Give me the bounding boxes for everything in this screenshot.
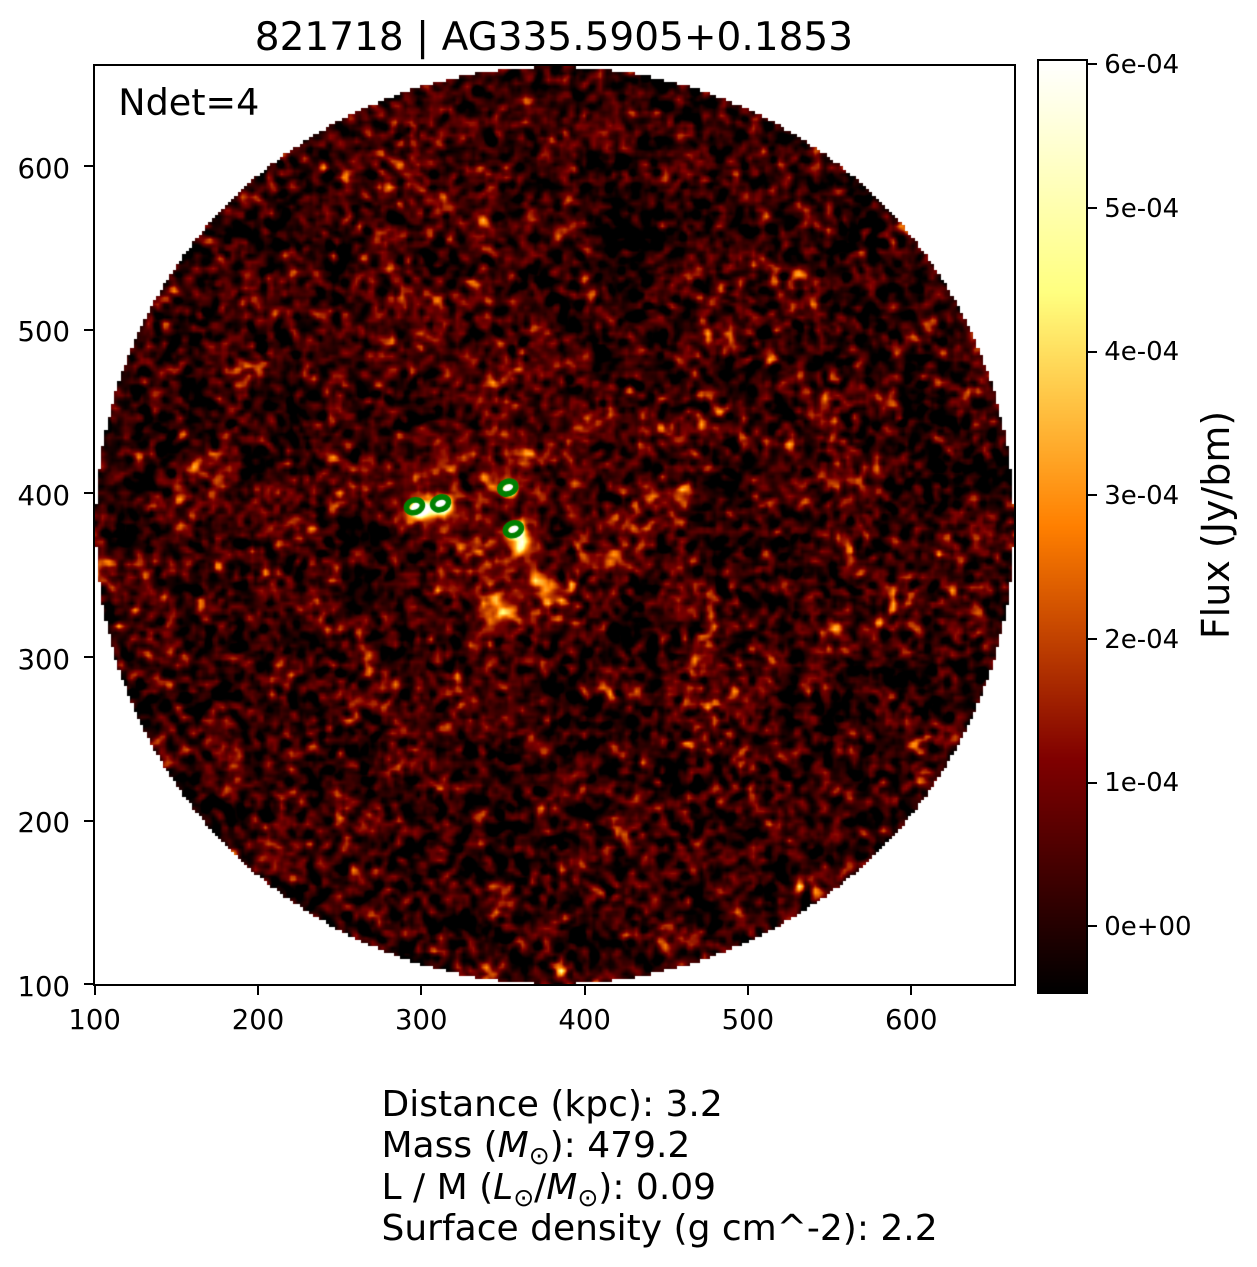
y-tick bbox=[83, 819, 93, 822]
colorbar-tick-label: 5e-04 bbox=[1104, 193, 1180, 224]
colorbar-tick-label: 4e-04 bbox=[1104, 337, 1180, 368]
x-tick bbox=[746, 986, 749, 996]
info-segment: ⊙ bbox=[528, 1141, 550, 1171]
info-segment: ⊙ bbox=[577, 1182, 599, 1212]
info-segment: / bbox=[534, 1166, 547, 1208]
y-tick bbox=[83, 983, 93, 986]
colorbar-gradient bbox=[1038, 59, 1087, 993]
y-tick-label: 500 bbox=[17, 316, 71, 349]
x-tick-label: 300 bbox=[395, 1003, 448, 1036]
info-line-surface-density: Surface density (g cm^-2): 2.2 bbox=[382, 1208, 938, 1250]
info-segment: M bbox=[497, 1125, 529, 1167]
x-tick-label: 600 bbox=[884, 1003, 938, 1036]
colorbar-tick-label: 2e-04 bbox=[1104, 624, 1180, 655]
colorbar-tick bbox=[1088, 206, 1097, 209]
y-tick-label: 300 bbox=[17, 643, 71, 676]
y-tick bbox=[83, 655, 93, 658]
y-tick-label: 100 bbox=[17, 971, 71, 1004]
x-tick bbox=[93, 986, 96, 996]
x-tick bbox=[420, 986, 423, 996]
x-tick bbox=[583, 986, 586, 996]
info-segment: ): 479.2 bbox=[549, 1125, 691, 1167]
colorbar-axis-label: Flux (Jy/bm) bbox=[1193, 410, 1238, 640]
colorbar-tick bbox=[1088, 63, 1097, 66]
colorbar-tick bbox=[1088, 638, 1097, 641]
y-tick bbox=[83, 492, 93, 495]
info-line-distance: Distance (kpc): 3.2 bbox=[382, 1084, 938, 1126]
info-segment: ⊙ bbox=[513, 1182, 535, 1212]
y-tick bbox=[83, 164, 93, 167]
colorbar-tick-label: 0e+00 bbox=[1104, 912, 1192, 943]
info-segment: Distance (kpc): 3.2 bbox=[381, 1083, 723, 1125]
info-segment: ): 0.09 bbox=[598, 1166, 717, 1208]
colorbar-tick bbox=[1088, 494, 1097, 497]
plot-title: 821718 | AG335.5905+0.1853 bbox=[254, 15, 854, 61]
info-block: Distance (kpc): 3.2 Mass (M⊙): 479.2 L / M… bbox=[382, 1084, 938, 1250]
colorbar-tick bbox=[1088, 350, 1097, 353]
x-tick-label: 200 bbox=[231, 1003, 285, 1036]
y-tick bbox=[83, 328, 93, 331]
info-segment: L bbox=[493, 1166, 514, 1208]
x-tick-label: 500 bbox=[721, 1003, 775, 1036]
x-tick-label: 100 bbox=[68, 1003, 121, 1036]
colorbar-tick-label: 6e-04 bbox=[1104, 49, 1180, 80]
x-tick bbox=[910, 986, 913, 996]
colorbar-tick bbox=[1088, 781, 1097, 784]
y-tick-label: 400 bbox=[17, 480, 71, 513]
info-segment: Surface density (g cm^-2): 2.2 bbox=[381, 1208, 938, 1250]
x-tick bbox=[256, 986, 259, 996]
info-segment: M bbox=[546, 1166, 578, 1208]
info-line-l-over-m: L / M (L⊙/M⊙): 0.09 bbox=[381, 1166, 938, 1212]
x-tick-label: 400 bbox=[558, 1003, 611, 1036]
info-segment: L / M ( bbox=[381, 1166, 494, 1208]
colorbar-tick-label: 1e-04 bbox=[1104, 768, 1180, 799]
y-tick-label: 600 bbox=[17, 152, 71, 185]
info-line-mass: Mass (M⊙): 479.2 bbox=[381, 1125, 938, 1171]
y-tick-label: 200 bbox=[17, 807, 71, 840]
ndet-annotation: Ndet=4 bbox=[118, 81, 260, 125]
info-segment: Mass ( bbox=[381, 1125, 498, 1167]
colorbar-tick-label: 3e-04 bbox=[1104, 480, 1180, 511]
sky-map-image bbox=[93, 65, 1015, 985]
colorbar-tick bbox=[1088, 925, 1097, 928]
